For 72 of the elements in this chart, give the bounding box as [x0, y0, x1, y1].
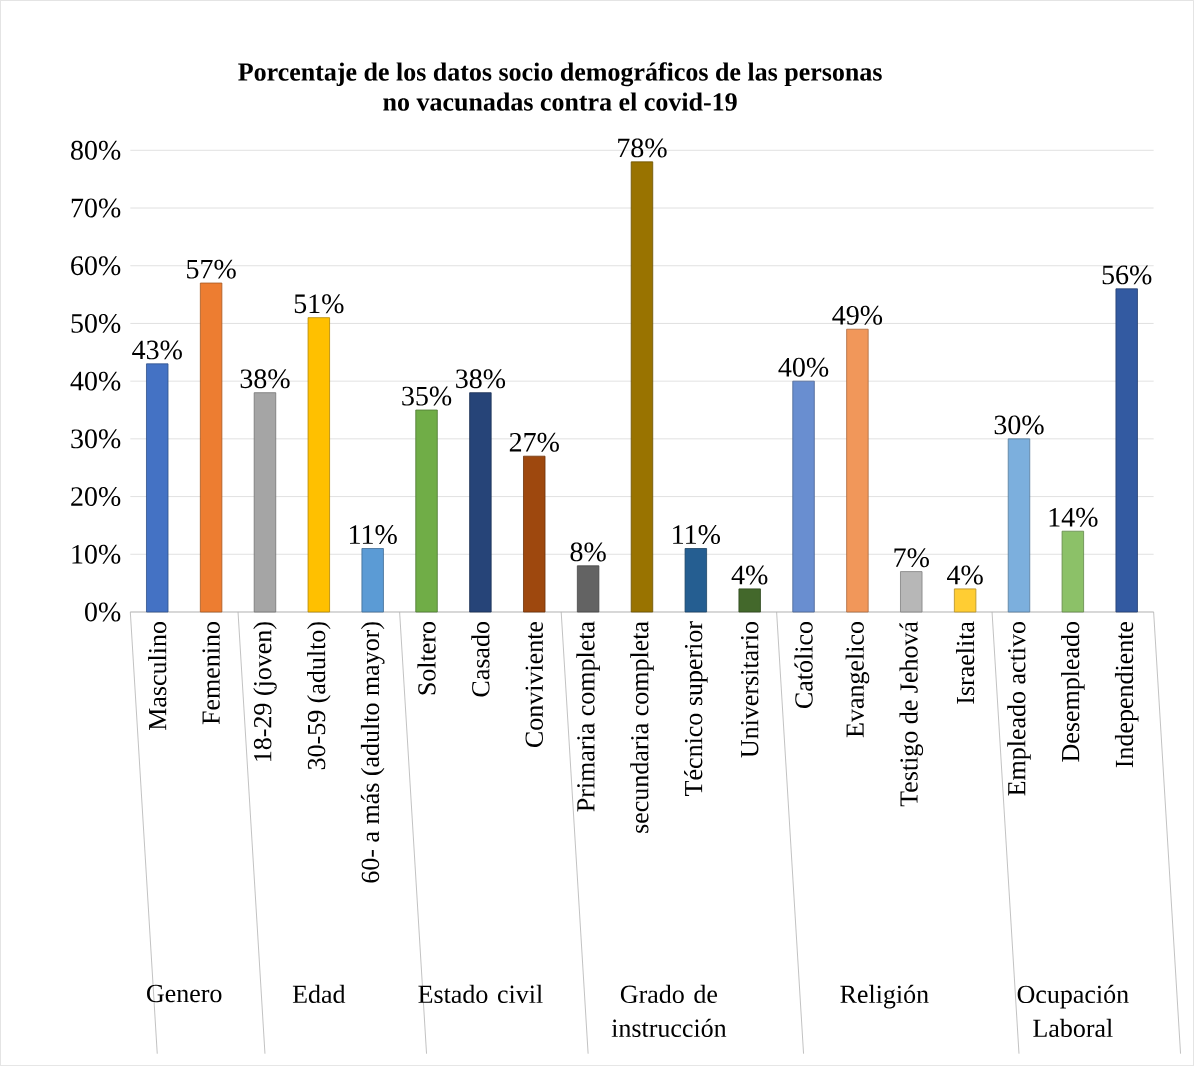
x-tick-label: 30-59 (adulto) — [307, 622, 331, 770]
bar — [253, 392, 277, 613]
data-label: 4% — [947, 565, 983, 585]
data-label: 38% — [240, 369, 290, 389]
y-tick-label: 50% — [71, 313, 121, 333]
chart-title: Porcentaje de los datos socio demográficos de las personas no vacunadas contra el covid-19 — [238, 62, 882, 111]
x-tick-label: Católico — [794, 621, 813, 708]
data-label: 35% — [402, 386, 452, 406]
y-tick-label: 70% — [71, 198, 121, 218]
x-tick-label: Conviviente — [525, 621, 543, 747]
bar — [523, 455, 546, 613]
x-tick-label: Masculino — [148, 622, 167, 730]
x-tick-label: Empleado activo — [1007, 621, 1031, 796]
x-tick-label: Femenino — [202, 621, 220, 725]
bar — [146, 363, 169, 613]
x-tick-label: Soltero — [417, 622, 436, 695]
data-label: 38% — [456, 369, 506, 389]
y-tick-label: 30% — [71, 429, 121, 449]
bar — [846, 328, 869, 613]
y-tick-label: 10% — [72, 544, 121, 564]
bar — [469, 392, 492, 613]
data-label: 11% — [673, 525, 720, 545]
bar — [307, 317, 330, 613]
bar — [199, 282, 223, 613]
data-label: 51% — [294, 294, 344, 314]
bar — [792, 380, 815, 613]
text: Estado civil — [418, 984, 543, 1004]
y-tick-label: 0% — [85, 602, 121, 622]
data-label: 30% — [994, 415, 1044, 435]
data-label: 43% — [132, 340, 182, 360]
x-tick-label: Universitario — [740, 621, 759, 758]
bar — [684, 548, 707, 613]
bar — [738, 588, 761, 613]
x-tick-label: Desempleado — [1061, 621, 1085, 762]
x-tick-label: Testigo de Jehová — [899, 621, 924, 807]
x-tick-label: Primaria completa — [576, 621, 600, 812]
bar — [361, 548, 384, 613]
y-tick-label: 20% — [71, 487, 121, 507]
data-label: 27% — [509, 432, 559, 452]
data-label: 78% — [618, 138, 667, 158]
text: Grado de instrucción — [611, 984, 727, 1038]
x-tick-label: 18-29 (joven) — [253, 622, 277, 761]
bar — [576, 565, 600, 613]
bar — [1007, 438, 1031, 613]
data-label: 56% — [1102, 265, 1152, 285]
data-label: 4% — [731, 565, 768, 585]
bar — [630, 161, 654, 613]
bar — [953, 588, 977, 613]
data-label: 40% — [778, 357, 829, 377]
text: Religión — [840, 984, 929, 1009]
x-tick-label: Independiente — [1114, 621, 1139, 768]
data-label: 14% — [1049, 507, 1098, 527]
x-tick-label: 60- a más (adulto mayor) — [360, 622, 385, 883]
text: Edad — [292, 984, 346, 1004]
data-label: 49% — [832, 305, 883, 325]
x-tick-label: Técnico superior — [684, 621, 708, 796]
x-tick-label: secundaria completa — [630, 621, 654, 833]
bar — [415, 409, 438, 613]
y-tick-label: 80% — [71, 140, 121, 160]
x-tick-label: Israelita — [955, 621, 975, 704]
y-tick-label: 60% — [71, 256, 121, 276]
x-tick-label: Evangelico — [845, 621, 870, 738]
data-label: 8% — [570, 542, 606, 562]
x-tick-label: Casado — [471, 622, 490, 697]
text: Genero — [147, 984, 222, 1003]
data-label: 7% — [894, 548, 929, 568]
y-tick-label: 40% — [70, 371, 121, 391]
bar — [1061, 530, 1085, 613]
data-label: 11% — [350, 525, 397, 545]
text: Ocupación Laboral — [1017, 984, 1129, 1038]
data-label: 57% — [187, 259, 236, 279]
bar — [1115, 288, 1138, 613]
